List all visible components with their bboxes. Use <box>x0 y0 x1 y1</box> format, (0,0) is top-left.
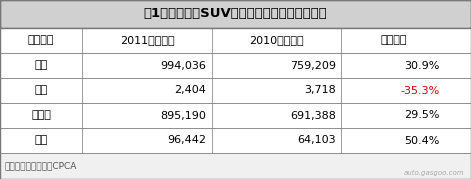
Text: 表1：国产外资SUV在各大细分市场的销量表现: 表1：国产外资SUV在各大细分市场的销量表现 <box>144 8 327 21</box>
Text: 759,209: 759,209 <box>290 61 336 71</box>
Text: 2011年（辆）: 2011年（辆） <box>120 35 174 45</box>
Text: auto.gasgoo.com: auto.gasgoo.com <box>403 170 464 176</box>
Text: 895,190: 895,190 <box>161 110 206 120</box>
Text: 中端: 中端 <box>34 86 48 96</box>
Text: 691,388: 691,388 <box>290 110 336 120</box>
Text: 高端: 高端 <box>34 136 48 146</box>
Text: 来源：盖世汽车网，CPCA: 来源：盖世汽车网，CPCA <box>5 161 77 171</box>
Text: 中高端: 中高端 <box>31 110 51 120</box>
Text: 同比增长: 同比增长 <box>380 35 406 45</box>
Text: -35.3%: -35.3% <box>400 86 439 96</box>
Text: 29.5%: 29.5% <box>404 110 439 120</box>
Text: 96,442: 96,442 <box>167 136 206 146</box>
Text: 2010年（辆）: 2010年（辆） <box>250 35 304 45</box>
Text: 3,718: 3,718 <box>304 86 336 96</box>
Text: 细分市场: 细分市场 <box>28 35 55 45</box>
Text: 994,036: 994,036 <box>161 61 206 71</box>
Text: 64,103: 64,103 <box>297 136 336 146</box>
Text: 30.9%: 30.9% <box>404 61 439 71</box>
Text: 2,404: 2,404 <box>174 86 206 96</box>
Text: 50.4%: 50.4% <box>404 136 439 146</box>
Text: 合计: 合计 <box>34 61 48 71</box>
